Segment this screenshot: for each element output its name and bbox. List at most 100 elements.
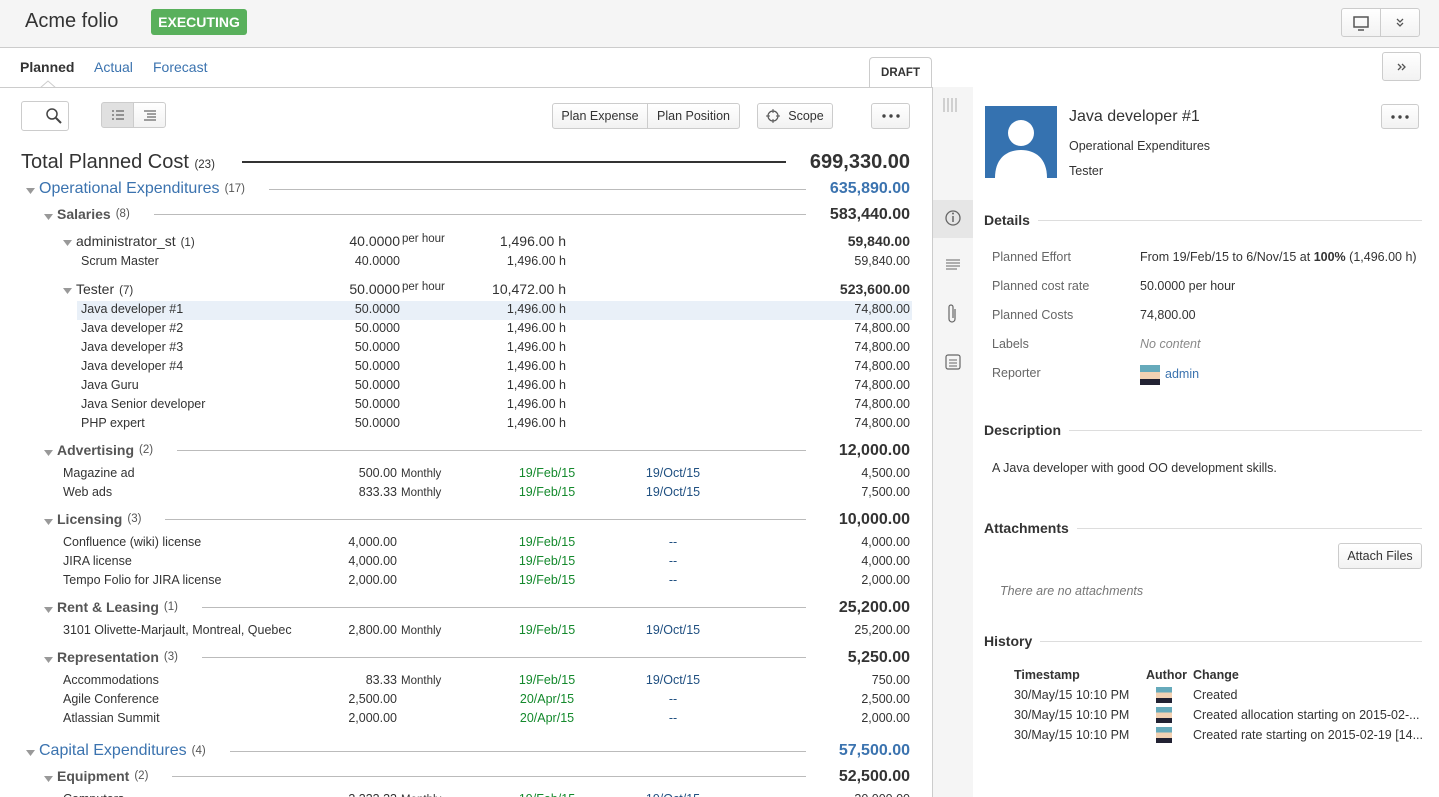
row-amount: 4,000.00 (861, 535, 910, 549)
detail-more-button[interactable] (1381, 104, 1419, 129)
row-name-text: Tester (76, 281, 115, 297)
group-rule (177, 449, 806, 451)
row-rate: 2,000.00 (348, 573, 397, 587)
group-name: Capital Expenditures (39, 742, 187, 759)
list-icon (111, 110, 124, 120)
row-count: (1) (180, 237, 195, 249)
total-amount: 699,330.00 (809, 151, 910, 173)
scope-icon (766, 109, 781, 123)
expand-toggle[interactable] (63, 239, 73, 247)
expand-toggle[interactable] (44, 775, 54, 783)
avatar-icon (995, 120, 1047, 178)
group-amount: 57,500.00 (838, 742, 910, 759)
menu-button[interactable] (1380, 8, 1420, 37)
section-rule (1040, 640, 1422, 642)
row-start: 19/Feb/15 (518, 554, 576, 568)
group-amount: 52,500.00 (838, 768, 910, 785)
group-header: Capital Expenditures (4) (39, 742, 806, 760)
expand-toggle[interactable] (44, 656, 54, 664)
group-count: (1) (163, 601, 178, 613)
triangle (44, 776, 53, 782)
group-rule (269, 188, 806, 190)
triangle (63, 288, 72, 294)
history-timestamp: 30/May/15 10:10 PM (1014, 688, 1130, 702)
triangle (44, 657, 53, 663)
scope-label: Scope (788, 109, 824, 123)
row-end: -- (668, 711, 678, 725)
section-header: Details (984, 212, 1422, 228)
row-rate: 50.0000 (354, 378, 400, 392)
row-amount: 74,800.00 (854, 340, 910, 354)
group-rule (201, 606, 806, 608)
expand-toggle[interactable] (44, 213, 54, 221)
group-count: (2) (139, 444, 154, 456)
row-name: Web ads (63, 485, 112, 499)
row-count: (7) (119, 285, 134, 297)
expand-toggle[interactable] (44, 518, 54, 526)
row-amount: 30,000.00 (854, 792, 910, 797)
attach-files-button[interactable]: Attach Files (1338, 543, 1422, 569)
view-button[interactable] (1341, 8, 1381, 37)
plan-position-button[interactable]: Plan Position (647, 103, 740, 129)
expand-toggle[interactable] (44, 449, 54, 457)
group-amount: 583,440.00 (829, 206, 910, 223)
more-button[interactable] (871, 103, 910, 129)
group-name: Equipment (57, 768, 130, 784)
row-name: Agile Conference (63, 692, 159, 706)
row-name: Atlassian Summit (63, 711, 160, 725)
field-value-part: (1,496.00 h) (1345, 250, 1417, 264)
tab[interactable]: Forecast (153, 59, 208, 75)
group-name: Rent & Leasing (57, 599, 159, 615)
row-rate: 83.33 (365, 673, 397, 687)
row-amount: 74,800.00 (854, 378, 910, 392)
tab[interactable]: Planned (20, 59, 75, 75)
row-amount: 74,800.00 (854, 397, 910, 411)
group-amount: 12,000.00 (838, 442, 910, 459)
row-name: Java developer #4 (81, 359, 183, 373)
field-label: Labels (992, 337, 1029, 351)
group-header: Representation (3) (57, 649, 806, 665)
field-value: 74,800.00 (1140, 308, 1196, 322)
history-column: Author (1146, 668, 1187, 682)
list-view-toggle[interactable] (101, 102, 134, 128)
row-name: Confluence (wiki) license (63, 535, 201, 549)
row-rate: 2,800.00 (348, 623, 397, 637)
expand-toggle[interactable] (26, 187, 36, 195)
detail-category: Operational Expenditures (1069, 139, 1211, 153)
row-amount: 2,000.00 (861, 573, 910, 587)
field-label: Planned Costs (992, 308, 1074, 322)
detail-title: Java developer #1 (1069, 108, 1200, 125)
row-unit: Monthly (401, 468, 442, 480)
chevron-icon (1397, 63, 1406, 70)
row-name-text: Java developer #4 (81, 359, 184, 373)
row-rate: 833.33 (358, 485, 397, 499)
expand-toggle[interactable] (44, 606, 54, 614)
row-rate: 40.0000 (354, 254, 400, 268)
expand-toggle[interactable] (63, 287, 73, 295)
search-icon (46, 108, 62, 124)
group-count: (8) (115, 208, 130, 220)
triangle (44, 519, 53, 525)
tree-view-toggle[interactable] (133, 102, 166, 128)
field-label: Planned Effort (992, 250, 1071, 264)
tab[interactable]: Actual (94, 59, 133, 75)
row-end: -- (668, 692, 678, 706)
scope-button[interactable]: Scope (757, 103, 833, 129)
history-timestamp: 30/May/15 10:10 PM (1014, 708, 1130, 722)
row-amount: 74,800.00 (854, 302, 910, 316)
row-start: 20/Apr/15 (519, 711, 575, 725)
search-box[interactable] (21, 101, 69, 131)
draft-tab: DRAFT (869, 57, 932, 88)
expand-toggle[interactable] (26, 749, 36, 757)
field-value: From 19/Feb/15 to 6/Nov/15 at 100% (1,49… (1140, 250, 1417, 264)
collapse-button[interactable] (1382, 52, 1421, 81)
row-name-text: Java Senior developer (81, 397, 206, 411)
row-unit: Monthly (401, 675, 442, 687)
row-name-text: JIRA license (63, 554, 132, 568)
field-value[interactable]: admin (1165, 367, 1200, 381)
selected-row (77, 301, 912, 320)
row-amount: 4,000.00 (861, 554, 910, 568)
row-name-text: Confluence (wiki) license (63, 535, 202, 549)
plan-expense-button[interactable]: Plan Expense (552, 103, 648, 129)
row-start: 19/Feb/15 (518, 673, 576, 687)
